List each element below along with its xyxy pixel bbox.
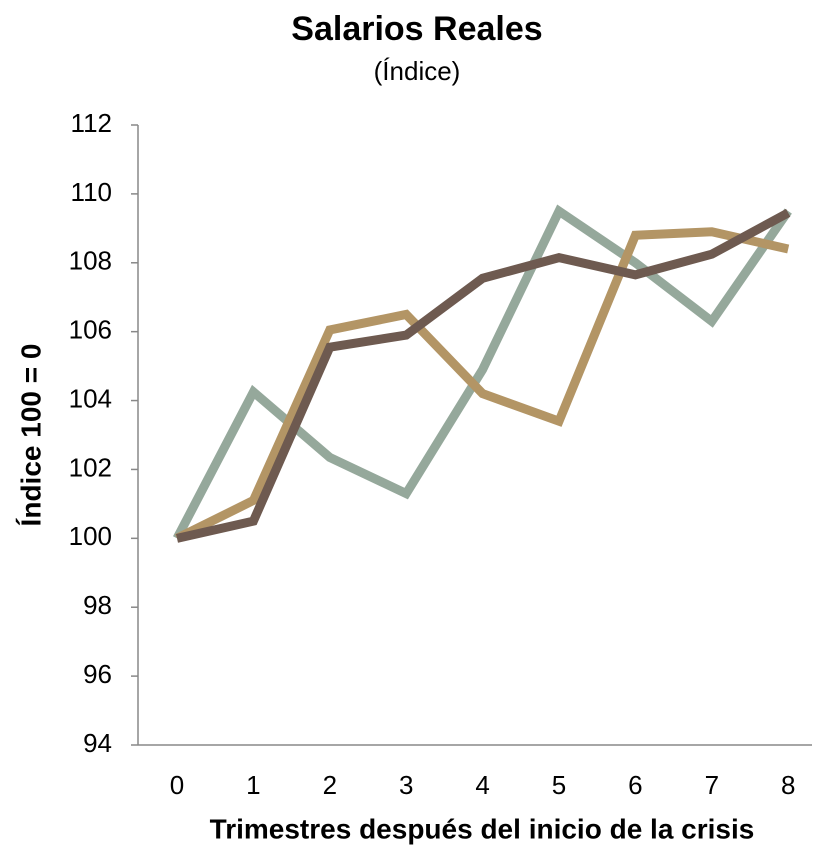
y-tick-label: 94 [83, 728, 112, 758]
y-tick-label: 108 [69, 246, 112, 276]
chart-subtitle: (Índice) [374, 56, 461, 86]
x-tick-label: 3 [399, 770, 413, 800]
y-axis-title: Índice 100 = 0 [15, 344, 46, 527]
y-tick-label: 110 [71, 177, 112, 207]
x-tick-label: 7 [705, 770, 719, 800]
y-tick-label: 100 [69, 521, 112, 551]
x-tick-label: 1 [246, 770, 260, 800]
series-line [176, 208, 791, 543]
y-tick-label: 96 [83, 659, 112, 689]
x-tick-label: 5 [552, 770, 566, 800]
x-tick-label: 4 [475, 770, 489, 800]
x-tick-label: 6 [628, 770, 642, 800]
y-tick-label: 102 [69, 452, 112, 482]
y-tick-label: 112 [71, 108, 112, 138]
y-tick-label: 106 [69, 315, 112, 345]
x-tick-label: 8 [781, 770, 795, 800]
chart-title: Salarios Reales [291, 10, 542, 48]
y-tick-label: 104 [69, 383, 112, 413]
x-tick-label: 0 [170, 770, 184, 800]
x-axis-title: Trimestres después del inicio de la cris… [210, 813, 755, 844]
y-tick-label: 98 [83, 590, 112, 620]
x-tick-label: 2 [323, 770, 337, 800]
series-line [173, 204, 792, 541]
series-line [175, 227, 790, 543]
